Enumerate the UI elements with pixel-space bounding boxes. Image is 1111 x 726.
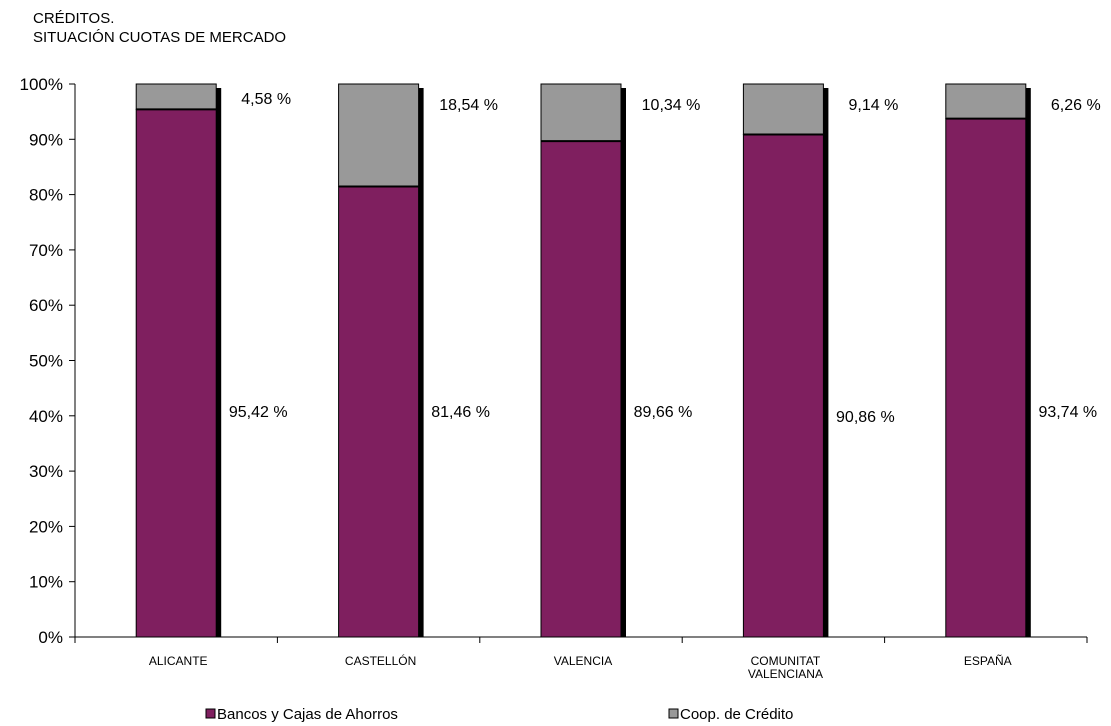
chart-title-line-2: SITUACIÓN CUOTAS DE MERCADO	[33, 29, 287, 46]
category-label: CASTELLÓN	[345, 653, 416, 668]
bar-bancos	[742, 134, 824, 638]
data-label-bancos: 90,86 %	[836, 409, 895, 426]
legend-swatch	[205, 708, 216, 719]
category-label: ALICANTE	[149, 654, 208, 668]
y-tick-label: 50%	[29, 352, 63, 371]
legend-label: Coop. de Crédito	[680, 706, 793, 723]
bar-bancos	[338, 186, 420, 638]
legend-label: Bancos y Cajas de Ahorros	[217, 706, 398, 723]
y-tick-label: 20%	[29, 517, 63, 536]
data-label-coop: 10,34 %	[642, 97, 701, 114]
data-label-bancos: 89,66 %	[634, 404, 693, 421]
y-tick-label: 60%	[29, 296, 63, 315]
category-label: ESPAÑA	[964, 654, 1012, 668]
y-tick-label: 10%	[29, 573, 63, 592]
data-label-coop: 18,54 %	[439, 97, 498, 114]
bar-bancos	[540, 140, 622, 638]
category-label: VALENCIANA	[748, 667, 823, 681]
bar-bancos	[135, 108, 217, 638]
y-tick-label: 100%	[20, 75, 63, 94]
category-label: COMUNITAT	[751, 654, 821, 668]
bar-coop	[540, 83, 622, 142]
bar-shadow	[216, 88, 222, 637]
bar-shadow	[1025, 88, 1031, 637]
y-tick-label: 90%	[29, 130, 63, 149]
data-label-coop: 9,14 %	[848, 97, 898, 114]
chart-title-line-1: CRÉDITOS.	[33, 10, 115, 27]
bar-coop	[945, 83, 1027, 120]
legend-swatch	[668, 708, 679, 719]
bar-shadow	[823, 88, 829, 637]
y-tick-label: 40%	[29, 407, 63, 426]
bar-shadow	[418, 88, 424, 637]
data-label-coop: 4,58 %	[241, 91, 291, 108]
category-label: VALENCIA	[554, 654, 612, 668]
data-label-bancos: 95,42 %	[229, 404, 288, 421]
chart-title: CRÉDITOS. SITUACIÓN CUOTAS DE MERCADO	[33, 9, 286, 47]
y-tick-label: 30%	[29, 462, 63, 481]
bar-coop	[742, 83, 824, 136]
y-tick-label: 70%	[29, 241, 63, 260]
bar-bancos	[945, 118, 1027, 638]
bar-shadow	[621, 88, 626, 637]
data-label-bancos: 81,46 %	[431, 404, 490, 421]
bar-coop	[135, 83, 217, 110]
y-tick-label: 0%	[38, 628, 63, 647]
data-label-bancos: 93,74 %	[1038, 404, 1097, 421]
y-tick-label: 80%	[29, 186, 63, 205]
data-label-coop: 6,26 %	[1051, 97, 1101, 114]
bar-coop	[338, 83, 420, 188]
